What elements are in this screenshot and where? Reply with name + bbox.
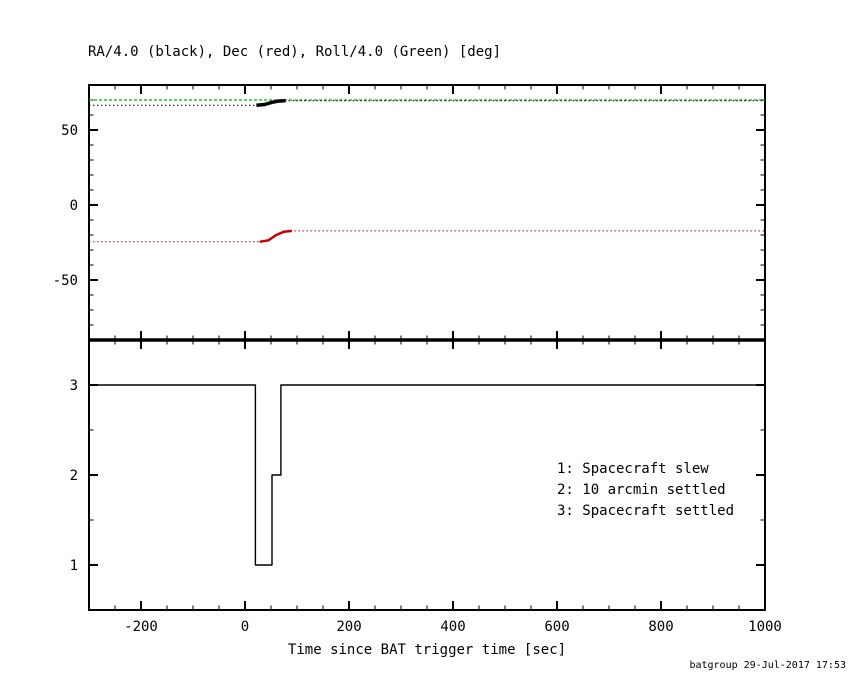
x-axis-label: Time since BAT trigger time [sec] bbox=[288, 642, 566, 658]
x-tick-label: 1000 bbox=[748, 619, 782, 635]
x-tick-label: 200 bbox=[336, 619, 361, 635]
legend-line-2: 2: 10 arcmin settled bbox=[557, 482, 726, 498]
x-tick-label: 400 bbox=[440, 619, 465, 635]
y-tick-label: 0 bbox=[70, 198, 78, 214]
series-settled-state bbox=[89, 384, 765, 566]
y-tick-label: 1 bbox=[70, 558, 78, 574]
y-tick-label: 2 bbox=[70, 468, 78, 484]
x-tick-label: 600 bbox=[544, 619, 569, 635]
series-ra-div4-dotted bbox=[89, 100, 765, 106]
x-tick-label: 800 bbox=[648, 619, 673, 635]
series-dec-slew bbox=[259, 229, 292, 244]
series-ra-div4-slew bbox=[256, 99, 286, 108]
legend-line-1: 1: Spacecraft slew bbox=[557, 461, 709, 477]
series-dec-dotted bbox=[89, 230, 765, 243]
footer-credit: batgroup 29-Jul-2017 17:53 bbox=[689, 660, 846, 671]
legend-line-3: 3: Spacecraft settled bbox=[557, 503, 734, 519]
x-tick-label: 0 bbox=[241, 619, 249, 635]
chart-layer: -50 0 50 -200 0 200 400 600 800 1000 1 2 3 bbox=[53, 84, 782, 635]
plot-title: RA/4.0 (black), Dec (red), Roll/4.0 (Gre… bbox=[88, 44, 501, 60]
y-tick-label: 50 bbox=[61, 123, 78, 139]
x-tick-label: -200 bbox=[124, 619, 158, 635]
y-tick-label: 3 bbox=[70, 378, 78, 394]
y-tick-label: -50 bbox=[53, 273, 78, 289]
panel-frame-attitude bbox=[88, 84, 766, 341]
